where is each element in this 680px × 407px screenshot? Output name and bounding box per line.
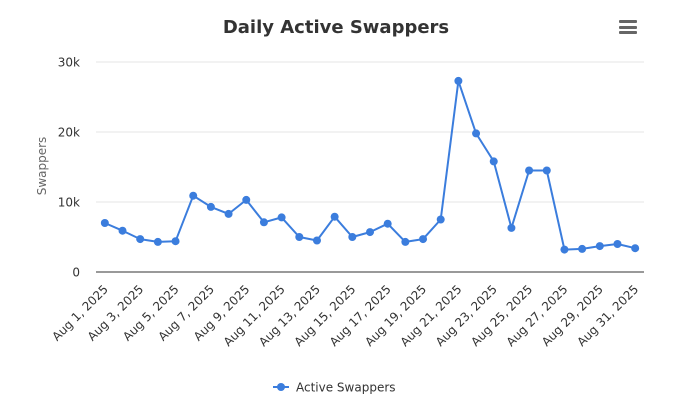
x-tick-label: Aug 11, 2025 xyxy=(221,282,288,349)
data-point[interactable] xyxy=(578,244,587,253)
x-tick-label: Aug 31, 2025 xyxy=(574,282,641,349)
legend-label[interactable]: Active Swappers xyxy=(296,381,396,395)
data-point[interactable] xyxy=(224,209,233,218)
x-tick-label: Aug 27, 2025 xyxy=(504,282,571,349)
data-point[interactable] xyxy=(136,235,145,244)
x-tick-label: Aug 23, 2025 xyxy=(433,282,500,349)
data-point[interactable] xyxy=(631,244,640,253)
y-axis-title: Swappers xyxy=(35,137,49,196)
data-point[interactable] xyxy=(295,233,304,241)
data-point[interactable] xyxy=(366,228,374,237)
y-axis-tick-labels: 0 10k 20k 30k xyxy=(58,56,80,280)
data-point[interactable] xyxy=(595,242,604,251)
hamburger-menu-icon[interactable] xyxy=(616,16,640,38)
x-tick-label: Aug 21, 2025 xyxy=(398,282,465,349)
grid-lines xyxy=(96,61,644,203)
y-tick-label: 0 xyxy=(72,266,80,280)
x-tick-label: Aug 19, 2025 xyxy=(362,282,429,349)
data-point[interactable] xyxy=(525,166,534,175)
legend[interactable]: Active Swappers xyxy=(273,381,396,395)
data-point[interactable] xyxy=(171,237,180,246)
data-point[interactable] xyxy=(348,233,357,241)
series-active-swappers[interactable] xyxy=(100,76,640,254)
data-point[interactable] xyxy=(189,191,198,200)
data-point[interactable] xyxy=(383,219,392,228)
data-point[interactable] xyxy=(312,236,321,245)
y-tick-label: 30k xyxy=(58,56,80,70)
chart-title: Daily Active Swappers xyxy=(223,17,449,38)
data-point[interactable] xyxy=(206,202,215,211)
data-point[interactable] xyxy=(454,76,463,85)
x-tick-label: Aug 29, 2025 xyxy=(539,282,606,349)
data-point[interactable] xyxy=(419,235,428,244)
x-tick-label: Aug 13, 2025 xyxy=(256,282,323,349)
menu-bar-bottom xyxy=(619,31,637,34)
data-point[interactable] xyxy=(489,157,498,166)
menu-bar-middle xyxy=(619,25,637,29)
data-point[interactable] xyxy=(242,195,251,204)
data-point[interactable] xyxy=(613,240,622,248)
x-tick-label: Aug 15, 2025 xyxy=(291,282,358,349)
data-point[interactable] xyxy=(401,237,410,246)
data-point[interactable] xyxy=(100,219,109,227)
data-point[interactable] xyxy=(542,166,551,175)
x-tick-label: Aug 25, 2025 xyxy=(468,282,535,349)
data-point[interactable] xyxy=(472,129,481,138)
legend-series-marker xyxy=(277,383,285,391)
data-point[interactable] xyxy=(560,245,569,254)
data-point[interactable] xyxy=(259,218,268,227)
x-tick-label: Aug 17, 2025 xyxy=(327,282,394,349)
data-point[interactable] xyxy=(507,223,516,232)
series-line xyxy=(103,79,637,251)
y-tick-label: 20k xyxy=(58,126,80,140)
data-point[interactable] xyxy=(436,215,445,224)
data-point[interactable] xyxy=(330,212,339,221)
menu-bar-top xyxy=(619,20,637,23)
data-point[interactable] xyxy=(277,213,286,222)
data-point[interactable] xyxy=(153,237,162,246)
data-point[interactable] xyxy=(118,226,127,235)
y-tick-label: 10k xyxy=(58,196,80,210)
